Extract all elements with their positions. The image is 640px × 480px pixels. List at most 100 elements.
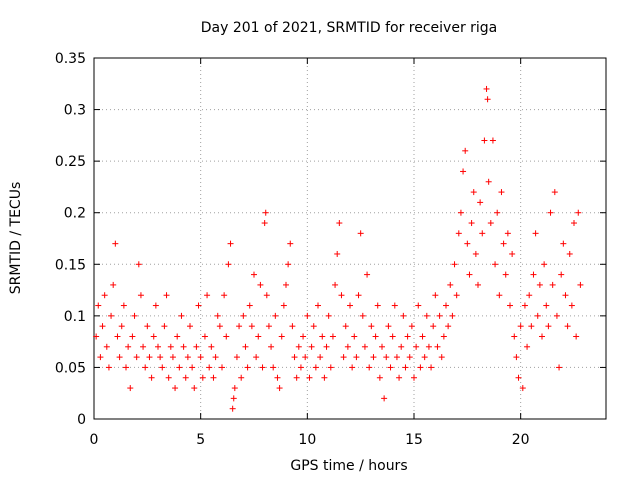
data-point (509, 250, 516, 257)
data-point (242, 343, 249, 350)
data-point (206, 364, 213, 371)
data-point (114, 333, 121, 340)
data-point (436, 312, 443, 319)
data-point (528, 323, 535, 330)
data-point (317, 354, 324, 361)
data-point (389, 333, 396, 340)
data-point (169, 354, 176, 361)
data-point (176, 364, 183, 371)
data-point (142, 364, 149, 371)
data-point (302, 354, 309, 361)
data-point (494, 209, 501, 216)
data-point (157, 354, 164, 361)
data-point (434, 343, 441, 350)
data-point (462, 147, 469, 154)
data-point (470, 189, 477, 196)
data-point (464, 240, 471, 247)
data-point (265, 323, 272, 330)
data-point (197, 354, 204, 361)
data-point (421, 354, 428, 361)
data-point (161, 323, 168, 330)
data-point (274, 374, 281, 381)
y-tick-label: 0.25 (55, 154, 86, 170)
data-point (230, 395, 237, 402)
data-point (340, 354, 347, 361)
data-point (393, 354, 400, 361)
data-point (519, 385, 526, 392)
data-point (568, 302, 575, 309)
data-point (428, 364, 435, 371)
data-point (504, 230, 511, 237)
data-point (477, 199, 484, 206)
data-point (240, 312, 247, 319)
data-point (336, 220, 343, 227)
data-point (184, 354, 191, 361)
data-point (487, 220, 494, 227)
data-point (231, 385, 238, 392)
data-point (227, 240, 234, 247)
data-point (293, 374, 300, 381)
data-point (342, 323, 349, 330)
data-point (385, 323, 392, 330)
data-point (541, 261, 548, 268)
data-point (259, 364, 266, 371)
data-point (353, 354, 360, 361)
data-point (484, 96, 491, 103)
data-point (564, 323, 571, 330)
data-point (545, 323, 552, 330)
data-point (472, 250, 479, 257)
data-point (129, 333, 136, 340)
data-point (396, 374, 403, 381)
data-point (144, 323, 151, 330)
data-point (381, 395, 388, 402)
data-point (99, 323, 106, 330)
data-point (498, 189, 505, 196)
data-point (445, 323, 452, 330)
y-tick-label: 0.35 (55, 51, 86, 67)
data-point (321, 374, 328, 381)
data-point (566, 250, 573, 257)
y-tick-label: 0.05 (55, 360, 86, 376)
data-point (312, 364, 319, 371)
data-point (515, 374, 522, 381)
data-point (167, 343, 174, 350)
data-point (199, 374, 206, 381)
data-point (562, 292, 569, 299)
y-tick-label: 0.1 (64, 309, 86, 325)
data-point (507, 302, 513, 309)
data-point (524, 343, 531, 350)
data-point (306, 374, 313, 381)
data-point (289, 323, 296, 330)
data-point (423, 312, 430, 319)
y-axis-label: SRMTID / TECUs (8, 182, 24, 295)
data-point (530, 271, 537, 278)
data-point (110, 281, 117, 288)
data-point (451, 261, 458, 268)
chart-title: Day 201 of 2021, SRMTID for receiver rig… (201, 20, 498, 36)
data-point (133, 354, 140, 361)
data-point (251, 271, 257, 278)
data-point (558, 271, 565, 278)
data-point (278, 333, 285, 340)
data-point (163, 292, 170, 299)
data-point (417, 364, 424, 371)
data-point (246, 302, 253, 309)
data-point (440, 333, 447, 340)
data-point (443, 302, 449, 309)
data-point (455, 230, 462, 237)
data-point (238, 374, 245, 381)
data-point (236, 323, 243, 330)
data-point (304, 312, 311, 319)
x-tick-label: 15 (405, 432, 423, 448)
data-point (327, 364, 334, 371)
data-point (131, 312, 138, 319)
data-point (485, 178, 492, 185)
data-point (438, 354, 445, 361)
data-point (526, 292, 533, 299)
data-point (460, 168, 467, 175)
data-point (323, 343, 330, 350)
data-point (457, 209, 464, 216)
data-point (355, 292, 362, 299)
data-point (475, 281, 481, 288)
data-point (571, 220, 577, 227)
